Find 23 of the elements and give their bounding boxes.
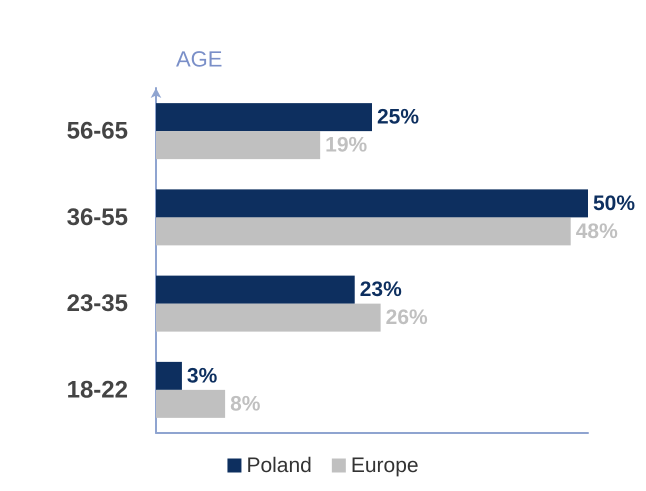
bar bbox=[156, 189, 588, 218]
data-label: 3% bbox=[186, 364, 218, 388]
data-label: 8% bbox=[230, 392, 261, 416]
y-tick-label: 56-65 bbox=[66, 118, 128, 145]
y-tick-label: 23-35 bbox=[66, 290, 128, 318]
y-tick-label: 36-55 bbox=[66, 204, 128, 231]
legend-label: Poland bbox=[246, 454, 312, 477]
data-label: 19% bbox=[325, 134, 368, 157]
legend-label: Europe bbox=[350, 454, 419, 477]
bar bbox=[156, 217, 571, 246]
data-label: 25% bbox=[377, 106, 420, 129]
bar bbox=[156, 304, 381, 332]
y-axis-title: AGE bbox=[176, 46, 222, 72]
bar bbox=[156, 103, 372, 132]
y-tick-label: 18-22 bbox=[66, 376, 128, 404]
bar bbox=[156, 276, 355, 304]
bar bbox=[156, 390, 226, 418]
bar bbox=[156, 131, 320, 160]
data-label: 26% bbox=[386, 306, 428, 330]
data-label: 50% bbox=[593, 192, 636, 215]
data-label: 48% bbox=[576, 220, 618, 243]
data-label: 23% bbox=[360, 278, 402, 302]
bar bbox=[156, 362, 182, 390]
